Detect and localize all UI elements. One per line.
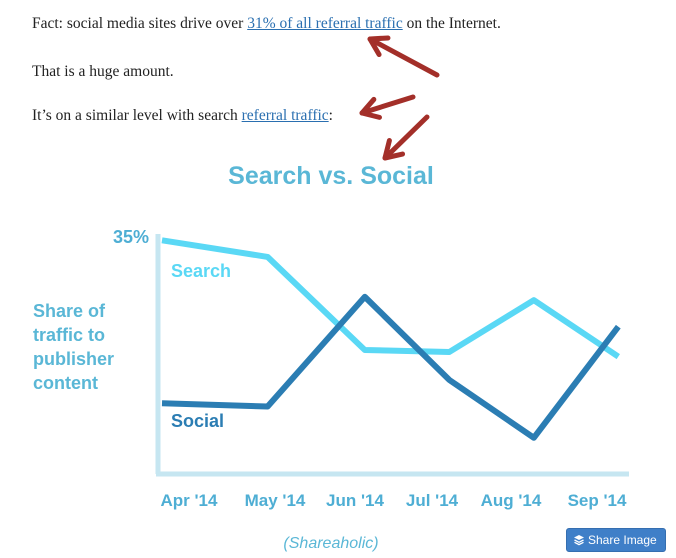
chart-title: Search vs. Social — [228, 162, 434, 190]
series-layer: Search Social — [161, 237, 621, 441]
y-axis-label: Share of traffic to publisher content — [33, 301, 114, 393]
arrow-icon — [359, 94, 416, 120]
annotation-arrows — [359, 35, 440, 161]
x-tick-label: Sep '14 — [568, 491, 627, 510]
series-label-social: Social — [171, 411, 224, 431]
search-referral-link[interactable]: referral traffic — [241, 107, 329, 124]
series-label-search: Search — [171, 261, 231, 281]
paragraph-text: Fact: social media sites drive over — [32, 15, 248, 32]
layers-icon — [574, 535, 584, 546]
paragraph-fact: Fact: social media sites drive over 31% … — [32, 14, 501, 34]
referral-traffic-link[interactable]: 31% of all referral traffic — [247, 15, 403, 32]
paragraph-text: : — [328, 107, 333, 124]
y-axis-label-line: content — [33, 373, 98, 393]
arrow-shaft — [359, 94, 416, 116]
arrow-head — [359, 96, 382, 120]
arrow-shaft — [382, 114, 430, 161]
x-tick-label: Jun '14 — [326, 491, 384, 510]
y-axis-label-line: Share of — [33, 301, 106, 321]
arrow-icon — [367, 35, 440, 78]
paragraph-text: on the Internet. — [402, 15, 501, 32]
arrow-icon — [382, 114, 430, 161]
share-image-button[interactable]: Share Image — [566, 528, 666, 552]
x-tick-label: May '14 — [245, 491, 306, 510]
series-line-social — [161, 293, 621, 441]
x-tick-labels: Apr '14 May '14 Jun '14 Jul '14 Aug '14 Sep '… — [161, 491, 627, 510]
y-axis-label-line: traffic to — [33, 325, 105, 345]
y-axis-label-line: publisher — [33, 349, 114, 369]
paragraph-huge-amount: That is a huge amount. — [32, 63, 174, 80]
series-line-search — [161, 237, 620, 360]
paragraph-text: It’s on a similar level with search — [32, 107, 242, 124]
x-tick-label: Apr '14 — [161, 491, 218, 510]
x-tick-label: Aug '14 — [481, 491, 542, 510]
arrow-head — [382, 138, 406, 161]
chart-source: (Shareaholic) — [283, 535, 378, 552]
x-tick-label: Jul '14 — [406, 491, 459, 510]
y-tick-label-top: 35% — [113, 227, 149, 247]
share-image-label: Share Image — [588, 533, 657, 547]
paragraph-search-level: It’s on a similar level with search refe… — [32, 106, 333, 126]
arrow-shaft — [367, 36, 440, 78]
chart-axes — [155, 234, 629, 477]
arrow-head — [367, 35, 391, 58]
